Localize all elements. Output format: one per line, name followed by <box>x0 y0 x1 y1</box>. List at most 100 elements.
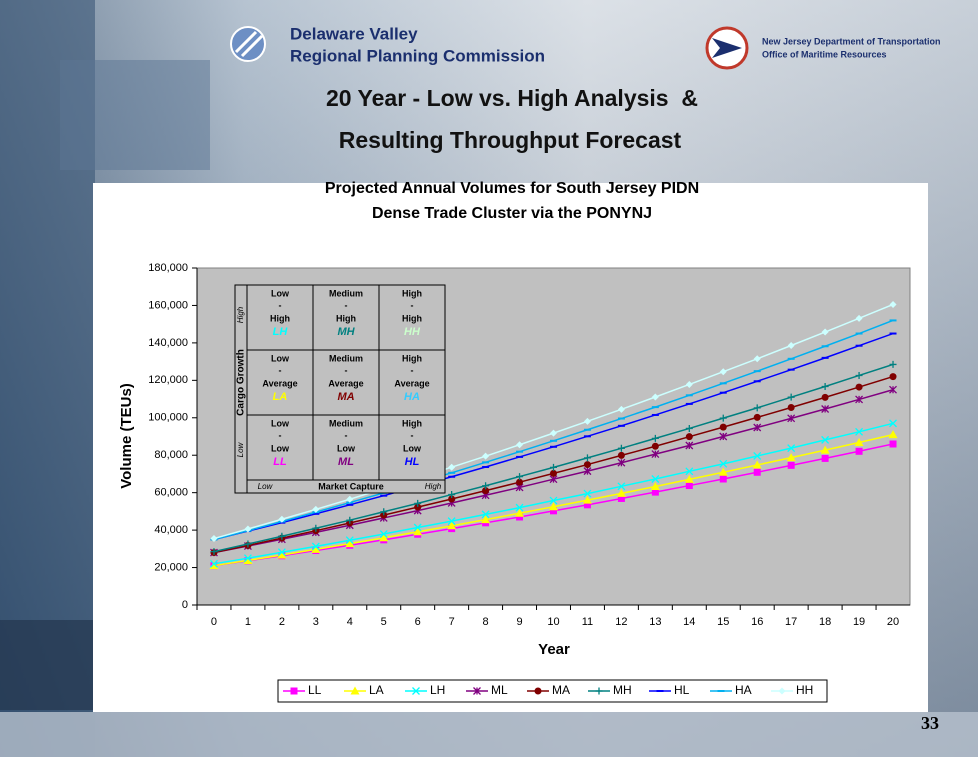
marker <box>889 373 897 381</box>
inset-cell-text: Low <box>271 443 290 453</box>
marker <box>583 417 591 425</box>
marker <box>753 413 761 421</box>
marker <box>583 454 591 462</box>
marker <box>244 525 252 533</box>
x-tick-label: 17 <box>785 616 797 628</box>
x-tick-label: 1 <box>245 616 251 628</box>
marker <box>549 502 558 511</box>
legend-label: LL <box>308 683 322 697</box>
marker <box>516 473 524 481</box>
marker <box>209 561 219 570</box>
x-tick-label: 5 <box>381 616 387 628</box>
marker <box>346 516 354 524</box>
marker <box>210 548 218 556</box>
legend-label: MA <box>552 683 570 697</box>
marker <box>414 503 422 511</box>
marker <box>787 393 795 401</box>
marker <box>550 507 557 515</box>
inset-box <box>234 284 446 494</box>
inset-cell-text: Low <box>271 418 290 428</box>
marker <box>448 491 456 499</box>
marker <box>889 440 897 448</box>
slide-title: Resulting Throughput Forecast <box>339 127 682 153</box>
marker <box>617 494 625 502</box>
marker <box>617 444 625 452</box>
marker <box>685 380 693 388</box>
y-tick-label: 180,000 <box>148 262 188 274</box>
inset-cell-text: Low <box>271 288 290 298</box>
marker <box>650 481 660 490</box>
marker <box>379 533 389 542</box>
y-tick-label: 140,000 <box>148 337 188 349</box>
photo-truck <box>60 60 210 170</box>
x-tick-label: 4 <box>347 616 353 628</box>
chart-title: Projected Annual Volumes for South Jerse… <box>325 180 699 197</box>
marker <box>481 515 491 524</box>
marker <box>889 419 897 428</box>
marker <box>550 463 557 471</box>
x-tick-label: 9 <box>516 616 522 628</box>
marker <box>350 686 360 695</box>
chart-title: Dense Trade Cluster via the PONYNJ <box>372 205 652 222</box>
marker <box>617 458 626 467</box>
org-left-line: Delaware Valley <box>290 24 418 43</box>
marker <box>753 452 762 460</box>
y-tick-label: 100,000 <box>148 412 188 424</box>
marker <box>889 301 897 309</box>
marker <box>651 434 659 442</box>
x-tick-label: 6 <box>415 616 421 628</box>
inset-cell-code: HH <box>404 326 421 338</box>
marker <box>778 687 786 695</box>
marker <box>821 405 830 413</box>
marker <box>278 532 286 540</box>
marker <box>412 687 420 695</box>
inset-cell-code: MH <box>337 326 355 338</box>
marker <box>380 508 388 516</box>
inset-cell-text: Average <box>328 378 363 388</box>
marker <box>821 328 829 336</box>
y-tick-label: 60,000 <box>154 487 188 499</box>
x-tick-label: 19 <box>853 616 865 628</box>
marker <box>719 423 727 431</box>
marker <box>516 478 524 486</box>
inset-cell-text: Average <box>394 378 429 388</box>
marker <box>855 371 863 379</box>
marker <box>888 430 898 439</box>
y-tick-label: 120,000 <box>148 374 188 386</box>
marker <box>311 544 321 553</box>
inset-cell-text: - <box>411 365 414 375</box>
inset-y-label: Cargo Growth <box>236 349 247 416</box>
slide-footer <box>0 712 978 757</box>
dvrpc-logo-mark <box>234 30 264 58</box>
legend-label: HA <box>735 683 752 697</box>
marker <box>516 441 524 449</box>
legend-label: ML <box>491 683 508 697</box>
page-number: 33 <box>921 713 939 733</box>
marker <box>414 499 422 507</box>
marker <box>583 467 592 476</box>
marker <box>685 482 693 490</box>
inset-y-high: High <box>236 306 245 323</box>
inset-cell-text: Low <box>271 353 290 363</box>
marker <box>583 461 591 469</box>
marker <box>515 508 525 517</box>
slide-title: 20 Year - Low vs. High Analysis & <box>326 85 698 111</box>
marker <box>753 404 761 412</box>
inset-cell-code: HA <box>404 391 420 403</box>
marker <box>515 503 524 512</box>
marker <box>482 452 490 460</box>
marker <box>889 385 897 394</box>
inset-cell-text: Medium <box>329 353 363 363</box>
inset-cell-text: Medium <box>329 418 363 428</box>
marker <box>855 447 863 455</box>
marker <box>786 453 796 462</box>
dvrpc-logo <box>230 26 266 62</box>
marker <box>820 445 830 454</box>
marker <box>345 536 354 545</box>
marker <box>685 441 694 450</box>
marker <box>311 542 320 551</box>
marker <box>277 550 287 559</box>
marker <box>889 360 897 368</box>
